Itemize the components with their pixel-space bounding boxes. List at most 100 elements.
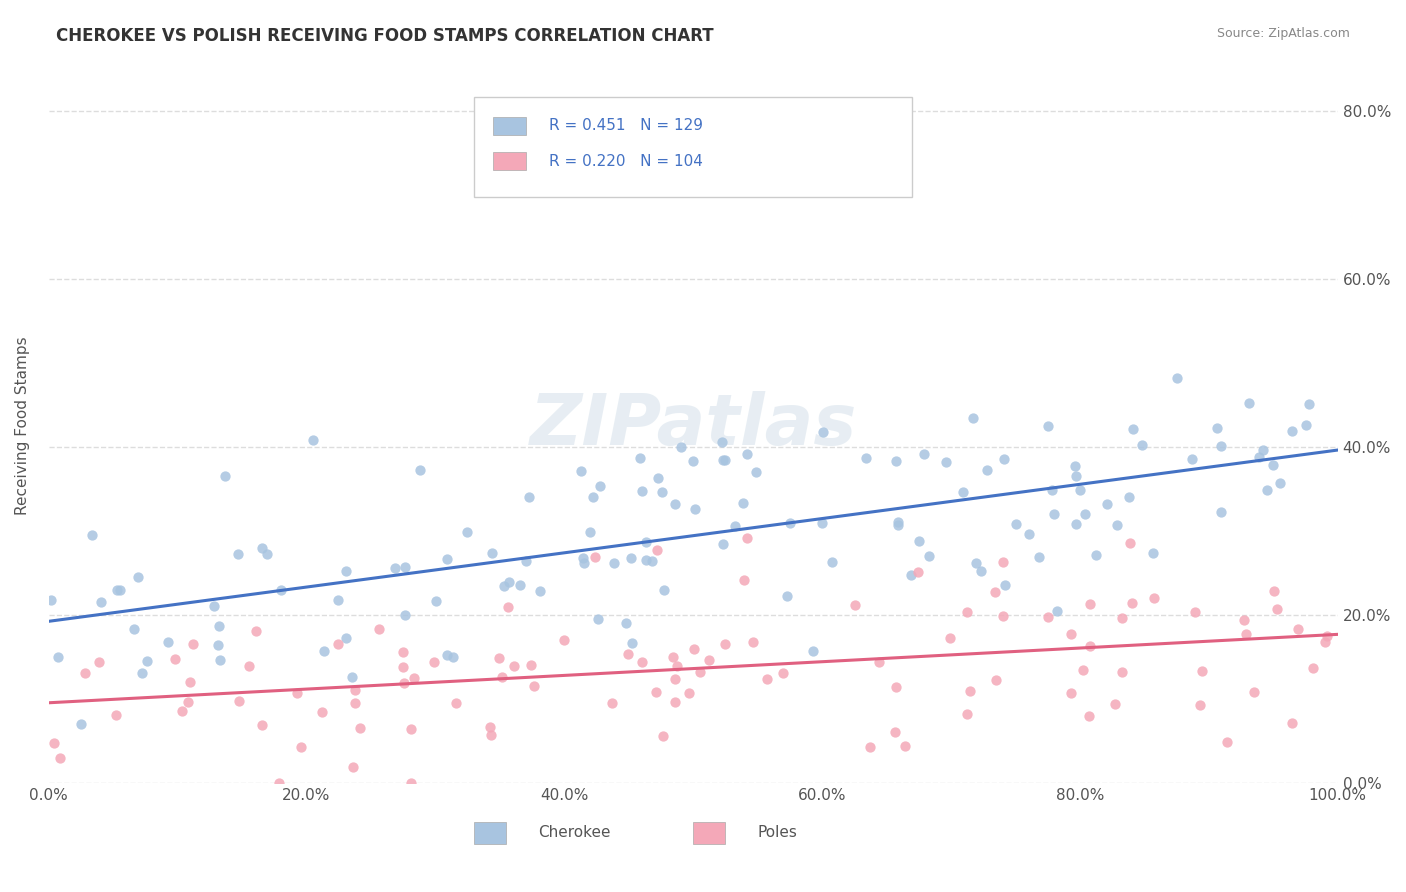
Point xyxy=(256,548,278,562)
FancyBboxPatch shape xyxy=(693,822,725,844)
Point xyxy=(436,551,458,566)
Point xyxy=(523,679,546,693)
Point xyxy=(172,704,194,718)
Point xyxy=(1142,546,1164,560)
Point xyxy=(634,534,657,549)
Point xyxy=(959,684,981,698)
Point xyxy=(884,725,907,739)
Point xyxy=(1188,698,1211,712)
Point xyxy=(1018,527,1040,541)
Point xyxy=(956,706,979,721)
Point xyxy=(756,672,779,686)
Point xyxy=(179,674,201,689)
Point xyxy=(884,680,907,694)
Point xyxy=(1243,684,1265,698)
Text: R = 0.220   N = 104: R = 0.220 N = 104 xyxy=(548,154,703,169)
Point xyxy=(1263,458,1285,472)
Point xyxy=(1181,451,1204,466)
Point xyxy=(498,575,520,590)
Point xyxy=(104,707,127,722)
Point xyxy=(1130,437,1153,451)
Point xyxy=(1095,497,1118,511)
Point xyxy=(699,653,721,667)
Point xyxy=(394,559,416,574)
Point xyxy=(228,547,250,561)
Point xyxy=(82,527,104,541)
Point xyxy=(1073,507,1095,521)
Point xyxy=(582,490,605,504)
Point xyxy=(177,696,200,710)
Point xyxy=(994,578,1017,592)
Point xyxy=(614,616,637,631)
Point xyxy=(1215,734,1237,748)
Point xyxy=(509,577,531,591)
Point xyxy=(394,607,416,622)
Point xyxy=(202,599,225,614)
Point xyxy=(1211,439,1233,453)
Point xyxy=(156,634,179,648)
Text: Cherokee: Cherokee xyxy=(538,825,612,840)
Point xyxy=(644,685,666,699)
Point xyxy=(907,534,929,549)
Point xyxy=(214,468,236,483)
Point xyxy=(1071,663,1094,677)
Point xyxy=(583,549,606,564)
Point xyxy=(422,656,444,670)
Point xyxy=(1078,598,1101,612)
Point xyxy=(44,736,66,750)
Point xyxy=(208,619,231,633)
Point xyxy=(744,465,766,479)
Point xyxy=(1064,516,1087,531)
Point xyxy=(1111,665,1133,679)
Point xyxy=(811,516,834,530)
Point xyxy=(1036,418,1059,433)
Point xyxy=(1206,421,1229,435)
Point xyxy=(488,651,510,665)
Text: Source: ZipAtlas.com: Source: ZipAtlas.com xyxy=(1216,27,1350,40)
Point xyxy=(492,579,515,593)
Point xyxy=(776,589,799,603)
Point xyxy=(1105,518,1128,533)
Point xyxy=(290,739,312,754)
Point xyxy=(733,573,755,587)
Text: CHEROKEE VS POLISH RECEIVING FOOD STAMPS CORRELATION CHART: CHEROKEE VS POLISH RECEIVING FOOD STAMPS… xyxy=(56,27,714,45)
Point xyxy=(993,609,1015,624)
Point xyxy=(340,670,363,684)
Point xyxy=(569,464,592,478)
Point xyxy=(335,632,357,646)
Point xyxy=(621,636,644,650)
Point xyxy=(711,453,734,467)
Point xyxy=(683,502,706,516)
Point xyxy=(1237,396,1260,410)
Point xyxy=(1249,450,1271,465)
Point xyxy=(631,655,654,669)
Point xyxy=(900,568,922,582)
Point xyxy=(342,760,364,774)
Point xyxy=(1209,505,1232,519)
Point xyxy=(517,491,540,505)
Point xyxy=(39,593,62,607)
Point xyxy=(935,455,957,469)
FancyBboxPatch shape xyxy=(474,822,506,844)
Point xyxy=(529,584,551,599)
Point xyxy=(711,435,734,450)
Point xyxy=(46,649,69,664)
Point xyxy=(311,705,333,719)
Point xyxy=(711,536,734,550)
Text: Poles: Poles xyxy=(758,825,797,840)
Point xyxy=(772,665,794,680)
Point xyxy=(993,451,1015,466)
Point xyxy=(404,671,426,685)
Point xyxy=(1040,483,1063,497)
Point xyxy=(425,594,447,608)
Point xyxy=(238,658,260,673)
Point xyxy=(713,636,735,650)
Point xyxy=(69,717,91,731)
Point xyxy=(110,582,132,597)
Point xyxy=(651,484,673,499)
Point xyxy=(741,634,763,648)
Point xyxy=(1078,640,1101,654)
Point xyxy=(1121,596,1143,610)
Point xyxy=(502,658,524,673)
Point xyxy=(1059,686,1081,700)
